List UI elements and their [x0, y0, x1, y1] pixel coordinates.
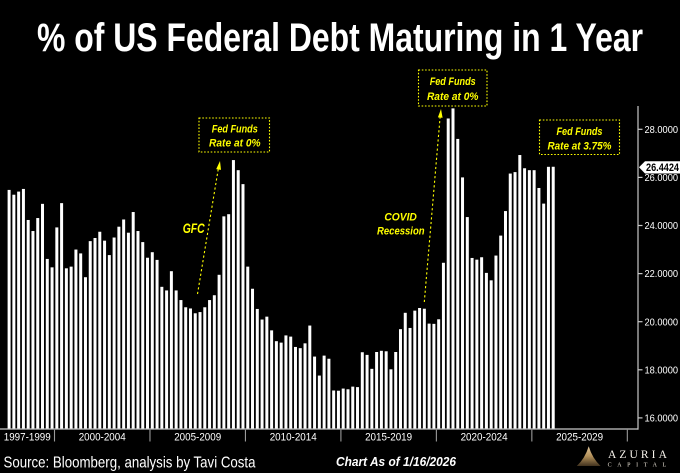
svg-text:2025-2029: 2025-2029 — [556, 431, 603, 443]
svg-text:2000-2004: 2000-2004 — [79, 431, 126, 443]
svg-text:AZURIA: AZURIA — [608, 449, 670, 461]
svg-text:26.0000: 26.0000 — [645, 173, 679, 184]
svg-text:2010-2014: 2010-2014 — [270, 431, 317, 443]
svg-text:28.0000: 28.0000 — [645, 125, 679, 136]
svg-text:2020-2024: 2020-2024 — [461, 431, 508, 443]
svg-text:Rate at 0%: Rate at 0% — [209, 138, 261, 150]
svg-text:% of US Federal Debt Maturing: % of US Federal Debt Maturing in 1 Year — [37, 16, 643, 60]
svg-text:18.0000: 18.0000 — [645, 365, 679, 376]
svg-text:Fed Funds: Fed Funds — [430, 76, 476, 88]
svg-text:GFC: GFC — [183, 221, 205, 236]
svg-text:20.0000: 20.0000 — [645, 317, 679, 328]
svg-text:22.0000: 22.0000 — [645, 269, 679, 280]
svg-text:1997-1999: 1997-1999 — [4, 431, 51, 443]
svg-text:Rate at 0%: Rate at 0% — [427, 91, 479, 103]
svg-text:Chart As of 1/16/2026: Chart As of 1/16/2026 — [336, 454, 457, 469]
svg-text:Fed Funds: Fed Funds — [557, 126, 603, 138]
svg-text:Fed Funds: Fed Funds — [212, 124, 258, 136]
svg-text:CAPITAL: CAPITAL — [608, 463, 671, 469]
svg-text:Recession: Recession — [377, 226, 425, 238]
svg-text:COVID: COVID — [384, 212, 417, 224]
svg-text:2005-2009: 2005-2009 — [174, 431, 221, 443]
svg-text:2015-2019: 2015-2019 — [365, 431, 412, 443]
svg-text:Rate at 3.75%: Rate at 3.75% — [548, 140, 612, 152]
svg-text:16.0000: 16.0000 — [645, 414, 679, 425]
svg-text:24.0000: 24.0000 — [645, 221, 679, 232]
svg-text:Source: Bloomberg, analysis by: Source: Bloomberg, analysis by Tavi Cost… — [4, 455, 256, 472]
svg-text:26.4424: 26.4424 — [646, 162, 680, 174]
